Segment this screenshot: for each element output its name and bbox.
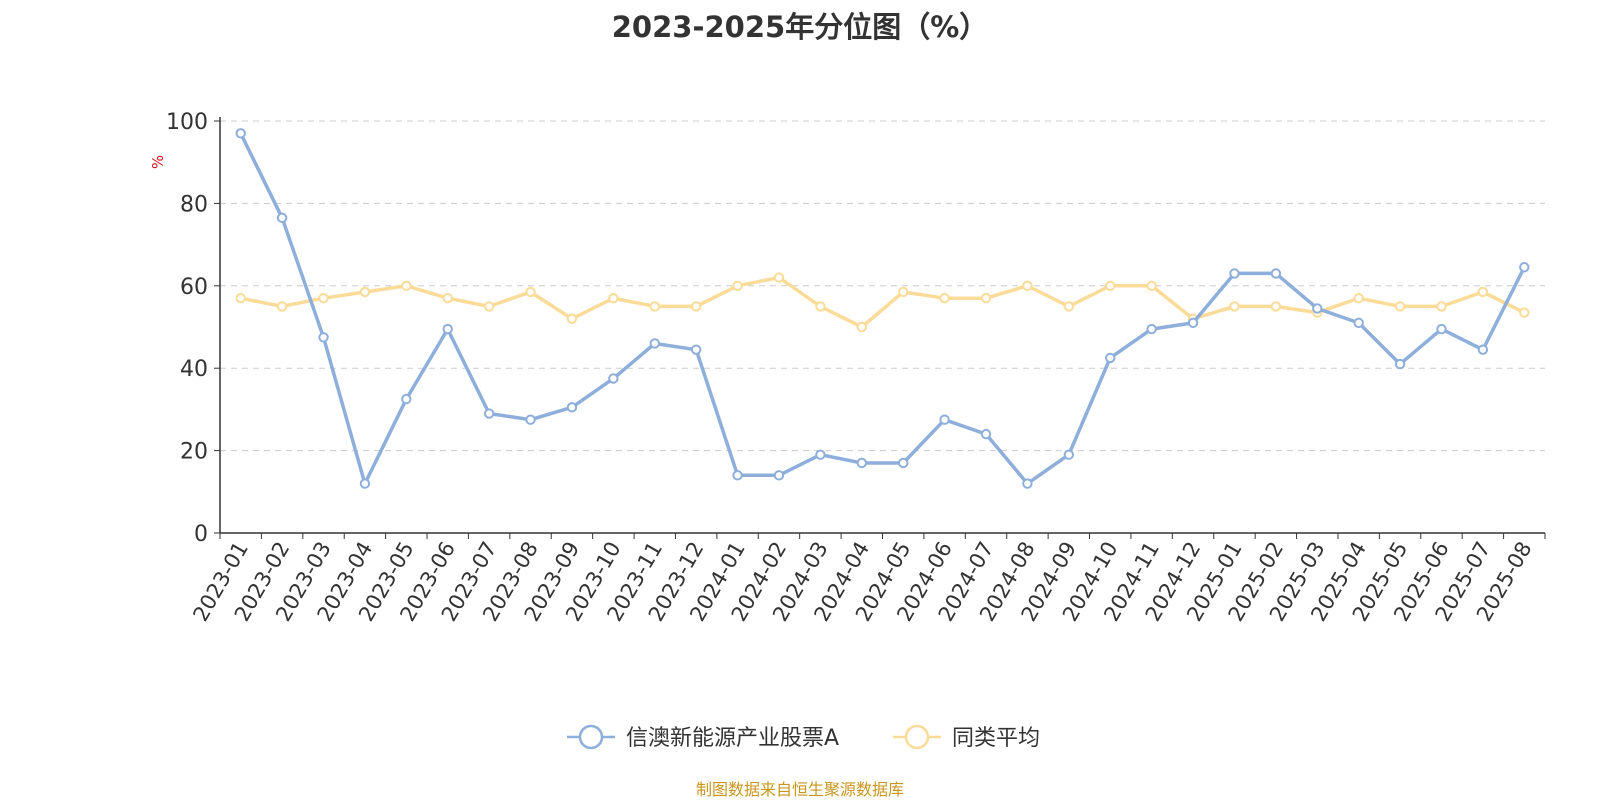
data-point <box>1229 301 1240 312</box>
data-point <box>401 280 412 291</box>
chart-title: 2023-2025年分位图（%） <box>611 10 989 44</box>
data-point <box>1105 352 1116 364</box>
data-point <box>525 414 536 425</box>
data-point <box>980 292 992 304</box>
data-point <box>235 128 246 139</box>
data-point <box>1519 307 1530 318</box>
data-point <box>815 449 826 460</box>
data-point <box>980 428 992 440</box>
data-point <box>1270 301 1282 312</box>
data-point <box>898 286 909 298</box>
data-point <box>318 292 329 304</box>
data-point <box>856 457 867 469</box>
data-point <box>566 402 578 413</box>
data-point <box>483 301 495 312</box>
data-point <box>608 373 619 384</box>
data-point <box>1146 323 1157 335</box>
data-point <box>1353 317 1364 329</box>
data-point <box>1519 262 1530 273</box>
data-point <box>1063 301 1075 312</box>
y-tick-label: 20 <box>180 440 208 465</box>
data-point <box>401 393 412 405</box>
data-point <box>773 272 785 283</box>
data-point <box>1187 317 1199 329</box>
data-point <box>318 332 329 343</box>
data-point <box>359 286 371 298</box>
legend-marker-1 <box>904 724 930 750</box>
data-point <box>1270 268 1282 279</box>
legend-marker-0 <box>578 724 604 750</box>
data-point <box>1146 280 1157 291</box>
data-point <box>1353 292 1364 304</box>
data-point <box>690 301 702 312</box>
y-axis-label: % <box>149 155 167 169</box>
data-point <box>773 470 785 481</box>
data-point <box>898 457 909 469</box>
data-point <box>1312 303 1323 314</box>
series-line-category-average <box>240 275 1526 329</box>
data-point <box>1022 478 1033 489</box>
data-point <box>276 212 288 224</box>
y-tick-label: 0 <box>194 522 208 547</box>
data-point <box>1477 344 1489 355</box>
data-point <box>939 292 950 304</box>
data-point <box>442 292 453 304</box>
data-point <box>732 280 743 291</box>
data-point <box>939 414 950 425</box>
data-point <box>690 344 702 355</box>
series-line-fund <box>239 132 1526 486</box>
legend-label: 同类平均 <box>952 726 1040 751</box>
data-point <box>359 478 371 489</box>
data-point <box>566 313 578 324</box>
data-point <box>649 301 660 312</box>
y-tick-label: 40 <box>180 357 208 382</box>
data-point <box>1436 323 1447 335</box>
data-point <box>1063 449 1075 460</box>
data-point <box>276 301 288 312</box>
data-point <box>856 321 867 333</box>
data-point <box>1394 301 1406 312</box>
data-point <box>815 301 826 312</box>
data-point <box>235 292 246 304</box>
legend-label: 信澳新能源产业股票A <box>626 726 839 751</box>
data-point <box>1105 280 1116 291</box>
data-point <box>1436 301 1447 312</box>
data-point <box>732 470 743 481</box>
data-point <box>1394 358 1406 370</box>
data-point <box>525 286 536 298</box>
data-point <box>1022 280 1033 291</box>
data-point <box>442 323 453 335</box>
data-point <box>1229 268 1240 279</box>
y-tick-label: 80 <box>180 192 208 217</box>
data-point <box>483 408 495 419</box>
data-point <box>608 292 619 304</box>
data-point <box>1477 286 1489 298</box>
y-tick-label: 100 <box>166 110 208 135</box>
data-point <box>649 338 660 349</box>
source-note: 制图数据来自恒生聚源数据库 <box>695 780 904 799</box>
y-tick-label: 60 <box>180 275 208 300</box>
